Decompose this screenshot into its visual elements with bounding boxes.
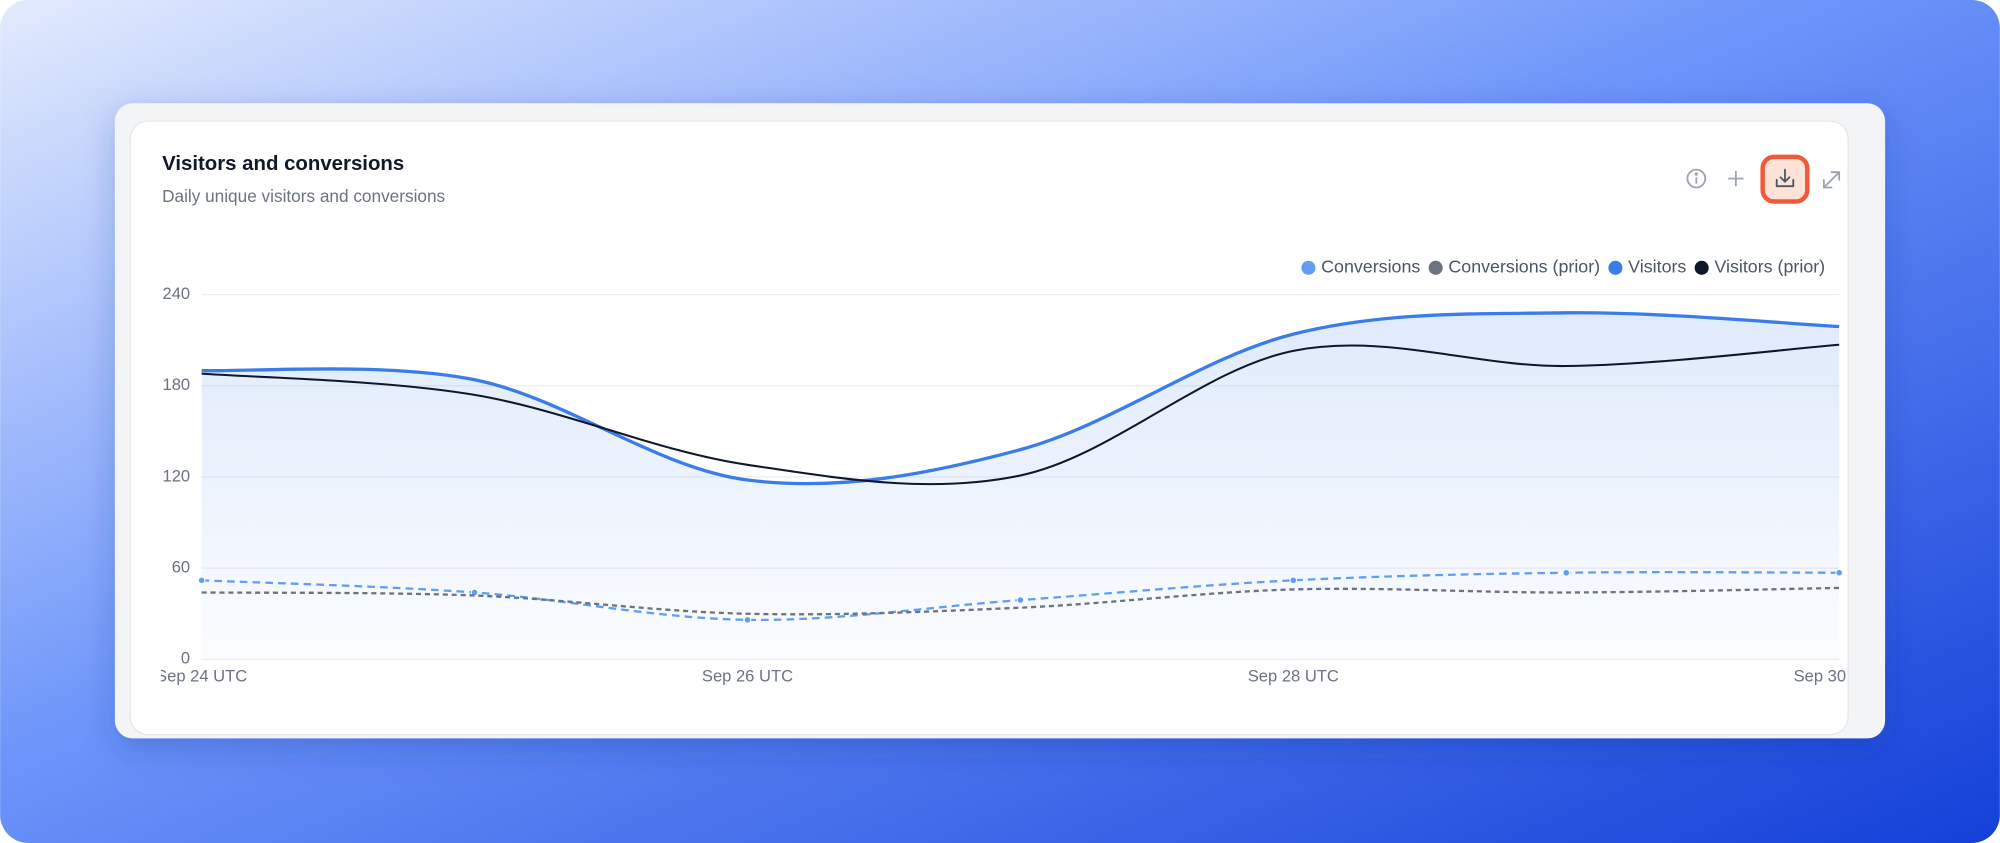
info-button[interactable] bbox=[1686, 168, 1707, 189]
expand-button[interactable] bbox=[1822, 171, 1841, 189]
series-line bbox=[201, 343, 1840, 486]
legend-swatch bbox=[1301, 260, 1316, 275]
download-button[interactable] bbox=[1760, 154, 1810, 204]
data-point bbox=[1289, 576, 1298, 585]
data-point bbox=[1835, 568, 1844, 577]
data-point bbox=[197, 576, 206, 585]
y-tick-label: 180 bbox=[163, 375, 191, 394]
chart-title: Visitors and conversions bbox=[162, 153, 404, 175]
data-point bbox=[470, 588, 479, 597]
x-tick-label: Sep 30 UTC bbox=[1794, 667, 1885, 686]
legend-label: Conversions (prior) bbox=[1448, 257, 1600, 277]
data-point bbox=[743, 616, 752, 624]
x-tick-label: Sep 28 UTC bbox=[1248, 667, 1339, 686]
legend-label: Visitors bbox=[1628, 257, 1686, 277]
data-point bbox=[1562, 568, 1571, 577]
y-tick-label: 240 bbox=[163, 284, 191, 303]
chart-subtitle: Daily unique visitors and conversions bbox=[162, 186, 445, 206]
legend-swatch bbox=[1694, 260, 1709, 275]
y-tick-label: 120 bbox=[163, 466, 191, 485]
y-tick-label: 0 bbox=[181, 649, 190, 668]
add-button[interactable] bbox=[1728, 170, 1744, 187]
legend-swatch bbox=[1608, 260, 1623, 275]
legend-label: Conversions bbox=[1321, 257, 1420, 277]
legend-swatch bbox=[1428, 260, 1443, 275]
y-tick-label: 60 bbox=[172, 558, 190, 577]
area bbox=[201, 312, 1840, 660]
series-line bbox=[201, 586, 1840, 616]
series-line bbox=[201, 311, 1840, 486]
legend-label: Visitors (prior) bbox=[1714, 257, 1825, 277]
data-point bbox=[1016, 596, 1025, 604]
plot: Sep 24 UTC Sep 26 UTC Sep 28 UTC Sep 30 UTC bbox=[156, 293, 1885, 686]
x-tick-label: Sep 26 UTC bbox=[702, 667, 793, 686]
x-tick-label: Sep 24 UTC bbox=[156, 667, 247, 686]
